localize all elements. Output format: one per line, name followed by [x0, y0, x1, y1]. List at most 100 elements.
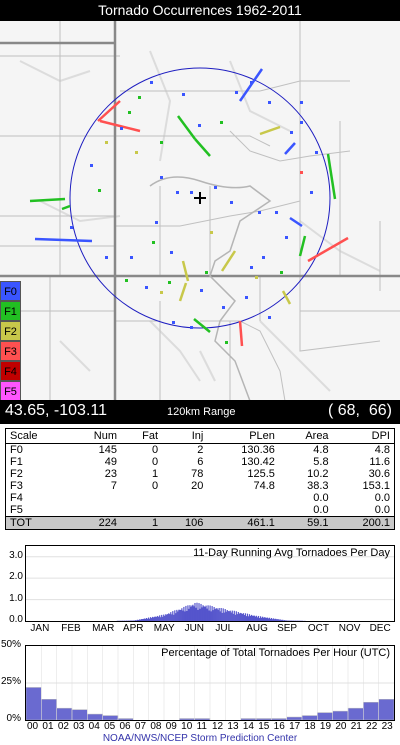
table-cell: 1 — [121, 516, 163, 530]
daily-bar — [283, 620, 285, 621]
col-header-dpi: DPI — [332, 428, 395, 444]
daily-y-tick: 2.0 — [9, 571, 23, 583]
daily-bar — [144, 618, 147, 621]
table-cell: 200.1 — [332, 516, 395, 530]
daily-bar — [260, 617, 263, 621]
daily-bar — [172, 611, 174, 621]
hourly-hour-label: 02 — [57, 721, 69, 732]
hourly-bar — [240, 718, 257, 720]
table-cell: 125.5 — [247, 468, 275, 480]
hourly-hour-label: 18 — [304, 721, 316, 732]
map-canvas[interactable] — [0, 21, 400, 401]
daily-month-label: MAY — [153, 623, 175, 634]
daily-bar — [219, 611, 221, 621]
daily-bar — [213, 607, 215, 621]
table-cell: F3 — [10, 480, 23, 492]
daily-bar — [152, 616, 154, 621]
tornado-map[interactable]: F0 F1 F2 F3 F4 F5 — [0, 21, 400, 401]
hourly-hour-label: 01 — [42, 721, 54, 732]
daily-bar — [199, 608, 201, 621]
table-cell: 49 — [104, 456, 118, 468]
col-header-fat: Fat — [121, 428, 163, 444]
daily-bar — [266, 617, 269, 621]
daily-bar — [253, 615, 256, 621]
daily-bar — [189, 605, 191, 621]
credit-text: NOAA/NWS/NCEP Storm Prediction Center — [102, 733, 298, 744]
table-cell: 0.0 — [374, 504, 390, 516]
daily-chart-title: 11-Day Running Avg Tornadoes Per Day — [193, 547, 390, 559]
daily-bar — [238, 613, 240, 621]
table-header-row: Scale Num Fat Inj PLen Area DPI — [5, 428, 395, 444]
daily-bar — [183, 606, 185, 621]
daily-month-label: DEC — [369, 623, 391, 634]
hourly-y-tick: 50% — [1, 639, 22, 650]
daily-bar — [207, 605, 209, 621]
daily-month-label: OCT — [307, 623, 330, 634]
table-cell — [207, 492, 279, 504]
daily-bar — [145, 617, 148, 621]
hourly-bar — [117, 718, 134, 720]
daily-bar — [267, 618, 270, 621]
hourly-hour-label: 03 — [73, 721, 85, 732]
daily-month-label: AUG — [246, 623, 268, 634]
table-cell: 6 — [197, 456, 204, 468]
daily-bar — [200, 603, 202, 621]
daily-bar — [154, 616, 156, 621]
daily-bar — [270, 618, 273, 621]
daily-bar — [286, 620, 288, 621]
daily-y-tick: 0.0 — [9, 614, 23, 625]
daily-bar — [281, 619, 283, 621]
daily-bar — [166, 614, 168, 621]
daily-bar — [245, 616, 247, 621]
daily-bar — [215, 608, 217, 621]
daily-bar — [186, 610, 188, 621]
hourly-y-tick: 25% — [1, 676, 22, 687]
hourly-hour-label: 19 — [319, 721, 332, 732]
daily-bar — [163, 614, 165, 621]
daily-month-label: JUN — [184, 623, 205, 634]
daily-bar — [228, 611, 230, 621]
daily-bar — [196, 602, 198, 621]
table-row: F5 0.0 0.0 — [6, 504, 395, 517]
tornado-tracks — [29, 68, 349, 347]
daily-bar — [268, 617, 271, 621]
daily-bar — [210, 611, 212, 621]
daily-month-label: SEP — [277, 623, 298, 634]
table-row: F3 7 0 20 74.8 38.3 153.1 — [6, 480, 395, 492]
table-cell: 20 — [191, 480, 204, 492]
daily-bar — [175, 613, 177, 621]
daily-bar — [190, 606, 192, 621]
table-cell: 78 — [191, 468, 204, 480]
daily-bar — [209, 605, 211, 621]
daily-bar — [262, 617, 265, 621]
daily-bar — [192, 604, 194, 621]
daily-bar — [256, 617, 259, 621]
legend-f3: F3 — [0, 341, 21, 361]
table-cell: TOT — [5, 516, 68, 530]
grid-readout: ( 68, 66) — [327, 402, 392, 419]
daily-bar — [233, 610, 235, 621]
table-cell: 74.8 — [253, 480, 275, 492]
hourly-hour-label: 22 — [366, 721, 378, 732]
hourly-bar — [71, 709, 88, 720]
daily-bar — [242, 613, 244, 621]
legend-f2: F2 — [0, 321, 21, 341]
hourly-bar — [255, 718, 272, 720]
daily-y-tick: 1.0 — [9, 592, 23, 604]
legend-swatches — [0, 281, 21, 401]
daily-bar — [211, 606, 213, 621]
daily-bar — [222, 608, 224, 621]
daily-bar — [220, 608, 222, 621]
daily-month-label: FEB — [61, 623, 81, 634]
table-cell — [121, 504, 162, 517]
daily-bar — [217, 609, 219, 621]
daily-bar — [134, 620, 137, 621]
daily-bar — [179, 609, 181, 621]
daily-bar — [160, 617, 162, 621]
table-cell: F1 — [10, 456, 23, 468]
daily-bar — [227, 611, 229, 621]
daily-chart: 11-Day Running Avg Tornadoes Per Day — [25, 545, 395, 622]
table-cell: 0.0 — [313, 492, 329, 504]
table-cell: 59.1 — [278, 516, 333, 530]
daily-bar — [264, 617, 267, 621]
